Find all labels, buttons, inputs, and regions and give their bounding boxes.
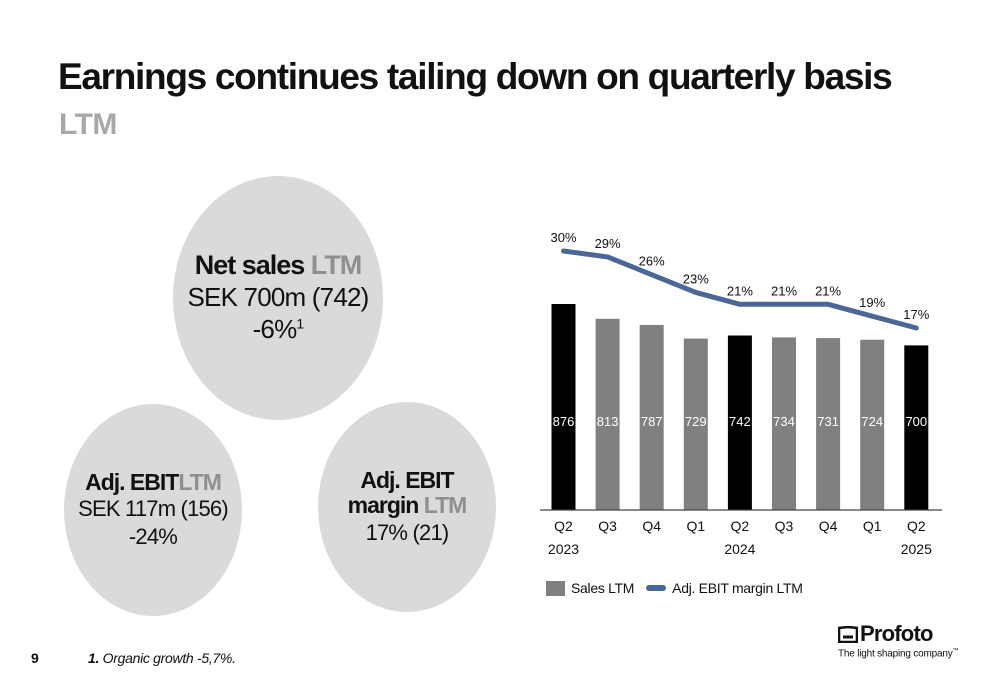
- x-tick-label-0: Q2: [554, 518, 573, 534]
- bar-value-label-4: 742: [729, 414, 751, 429]
- line-group: [561, 248, 919, 331]
- bar-sales-2: [639, 324, 664, 510]
- bar-sales-7: [860, 339, 885, 510]
- logo-wordmark: Profoto: [860, 621, 933, 646]
- bar-sales-1: [595, 318, 620, 510]
- kpi-net-sales-suffix: LTM: [310, 250, 362, 281]
- line-value-label-1: 29%: [595, 236, 621, 251]
- kpi-net-sales-heading: Net sales LTM: [194, 250, 363, 281]
- profoto-mark-icon: [838, 625, 858, 643]
- line-value-label-4: 21%: [727, 283, 753, 298]
- kpi-adj-ebit-bubble: Adj. EBITLTM SEK 117m (156) -24%: [64, 404, 242, 616]
- x-tick-label-4: Q2: [731, 518, 750, 534]
- bar-sales-8: [904, 345, 929, 510]
- kpi-adj-ebit-margin-bubble: Adj. EBIT margin LTM 17% (21): [318, 402, 496, 612]
- line-value-label-7: 19%: [859, 295, 885, 310]
- bar-value-label-2: 787: [641, 414, 663, 429]
- bar-value-label-5: 734: [773, 414, 795, 429]
- bar-value-label-3: 729: [685, 414, 707, 429]
- kpi-net-sales-label: Net sales: [194, 250, 306, 281]
- footnote-marker: 1.: [88, 650, 100, 666]
- bar-value-label-1: 813: [597, 414, 619, 429]
- line-value-label-8: 17%: [903, 307, 929, 322]
- labels-group: 876 Q2 2023 30% 813 Q3 29% 787 Q4 26% 729 Q1 23% 742 Q…: [548, 230, 932, 557]
- line-value-label-2: 26%: [639, 254, 665, 269]
- x-tick-label-3: Q1: [686, 518, 705, 534]
- kpi-adj-ebit-margin-heading-line1: Adj. EBIT: [360, 466, 454, 493]
- footnote: 1. Organic growth -5,7%.: [88, 650, 236, 666]
- x-tick-label-2: Q4: [642, 518, 661, 534]
- bar-sales-5: [772, 337, 796, 510]
- x-tick-label-7: Q1: [863, 518, 882, 534]
- chart-legend: Sales LTM Adj. EBIT margin LTM: [546, 580, 803, 596]
- line-value-label-6: 21%: [815, 283, 841, 298]
- logo-tagline: The light shaping company: [838, 648, 953, 660]
- kpi-adj-ebit-growth: -24%: [128, 523, 178, 549]
- bar-sales-3: [683, 338, 708, 510]
- bar-sales-0: [551, 304, 576, 510]
- x-year-label-8: 2025: [901, 541, 932, 557]
- kpi-adj-ebit-margin-label: margin: [347, 492, 420, 519]
- kpi-adj-ebit-suffix: LTM: [178, 468, 222, 495]
- kpi-net-sales-growth: -6%: [252, 314, 298, 345]
- kpi-net-sales-footnote-ref: 1: [296, 315, 304, 332]
- kpi-adj-ebit-margin-heading-line2: margin LTM: [347, 492, 468, 519]
- kpi-adj-ebit-heading: Adj. EBITLTM: [85, 468, 222, 496]
- x-tick-label-5: Q3: [775, 518, 794, 534]
- x-year-label-0: 2023: [548, 541, 579, 557]
- logo-tagline-line: The light shaping company™: [838, 648, 960, 659]
- bar-sales-6: [816, 338, 841, 510]
- line-value-label-5: 21%: [771, 283, 797, 298]
- x-year-label-4: 2024: [724, 541, 755, 557]
- legend-label-margin: Adj. EBIT margin LTM: [672, 580, 803, 596]
- bar-sales-4: [727, 335, 752, 510]
- legend-label-sales: Sales LTM: [571, 580, 635, 596]
- kpi-adj-ebit-margin-suffix: LTM: [423, 492, 468, 519]
- kpi-net-sales-growth-line: -6%1: [252, 313, 305, 346]
- line-value-label-0: 30%: [550, 230, 576, 245]
- kpi-net-sales-bubble: Net sales LTM SEK 700m (742) -6%1: [173, 176, 383, 420]
- page-subtitle: LTM: [59, 108, 117, 141]
- footnote-text: Organic growth -5,7%.: [102, 650, 236, 666]
- logo-mark: Profoto: [838, 621, 960, 647]
- kpi-adj-ebit-margin-value: 17% (21): [365, 520, 450, 545]
- x-tick-label-6: Q4: [819, 518, 838, 534]
- x-tick-label-8: Q2: [907, 518, 926, 534]
- legend-swatch-margin: [646, 585, 667, 591]
- bar-value-label-6: 731: [817, 414, 839, 429]
- bars-group: [551, 304, 929, 510]
- profoto-logo: Profoto The light shaping company™: [838, 621, 960, 659]
- bar-value-label-0: 876: [553, 414, 575, 429]
- bar-value-label-7: 724: [861, 414, 883, 429]
- page-number: 9: [31, 650, 39, 666]
- line-value-label-3: 23%: [683, 271, 709, 286]
- kpi-adj-ebit-value: SEK 117m (156): [78, 496, 229, 522]
- line-adj-ebit-margin: [561, 248, 919, 331]
- logo-trademark: ™: [952, 648, 959, 654]
- legend-swatch-sales: [546, 580, 565, 596]
- bar-value-label-8: 700: [905, 414, 927, 429]
- kpi-net-sales-value: SEK 700m (742): [187, 281, 369, 312]
- page-title: Earnings continues tailing down on quart…: [58, 56, 893, 97]
- kpi-adj-ebit-label: Adj. EBIT: [85, 468, 179, 495]
- x-tick-label-1: Q3: [598, 518, 617, 534]
